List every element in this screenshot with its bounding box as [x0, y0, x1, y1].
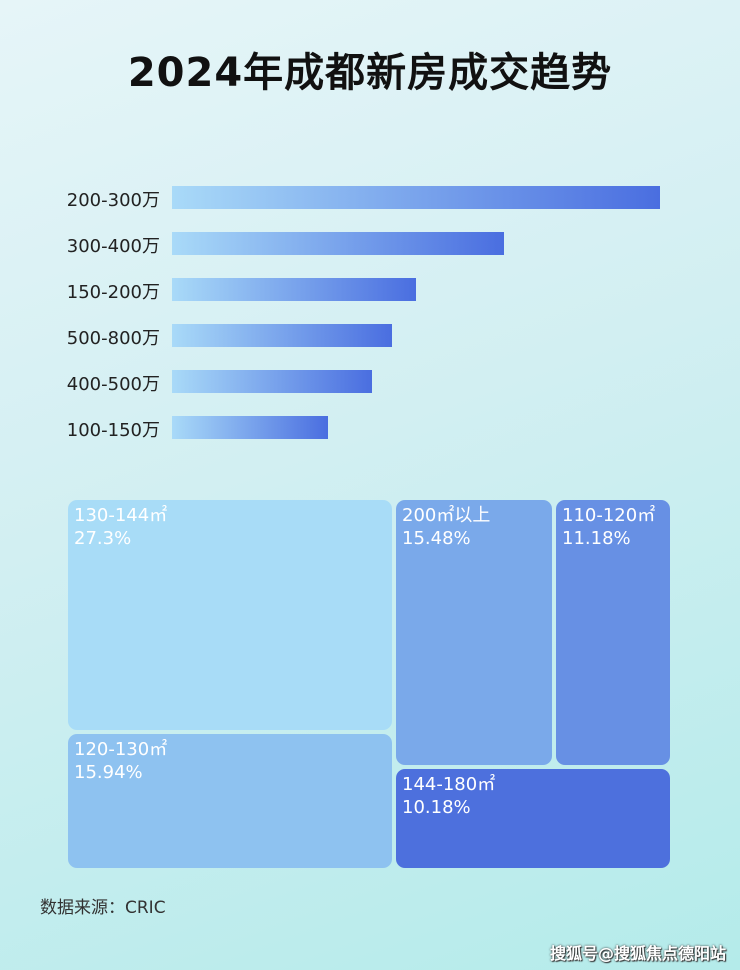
treemap-tile: 144-180㎡ 10.18% — [396, 769, 670, 868]
bar — [172, 370, 373, 393]
category-label: 500-800万 — [66, 328, 160, 349]
tile-label: 110-120㎡ — [562, 505, 656, 526]
tile-value: 15.94% — [74, 762, 143, 783]
tile-value: 11.18% — [562, 528, 631, 549]
tile-label: 120-130㎡ — [74, 739, 168, 760]
tile-value: 15.48% — [402, 528, 471, 549]
tile-label: 200㎡以上 — [402, 505, 491, 526]
bar — [172, 278, 416, 301]
watermark: 搜狐号@搜狐焦点德阳站 — [549, 944, 726, 963]
bar — [172, 232, 504, 255]
tile-label: 130-144㎡ — [74, 505, 168, 526]
treemap-tile: 130-144㎡ 27.3% — [68, 500, 392, 730]
tile-value: 27.3% — [74, 528, 132, 549]
bar — [172, 186, 660, 209]
category-label: 100-150万 — [66, 420, 160, 441]
tile-label: 144-180㎡ — [402, 774, 496, 795]
data-source: 数据来源：CRIC — [40, 898, 166, 918]
category-label: 200-300万 — [66, 190, 160, 211]
category-label: 150-200万 — [66, 282, 160, 303]
bar-chart: 200-300万 300-400万 150-200万 500-800万 400-500万… — [0, 0, 740, 480]
treemap-tile: 120-130㎡ 15.94% — [68, 734, 392, 868]
treemap-tile: 200㎡以上 15.48% — [396, 500, 552, 765]
category-label: 300-400万 — [66, 236, 160, 257]
bar — [172, 416, 329, 439]
chart-title: 2024年成都新房成交趋势 — [127, 50, 613, 96]
tile-value: 10.18% — [402, 797, 471, 818]
bar — [172, 324, 392, 347]
category-label: 400-500万 — [66, 374, 160, 395]
treemap-tile: 110-120㎡ 11.18% — [556, 500, 670, 765]
